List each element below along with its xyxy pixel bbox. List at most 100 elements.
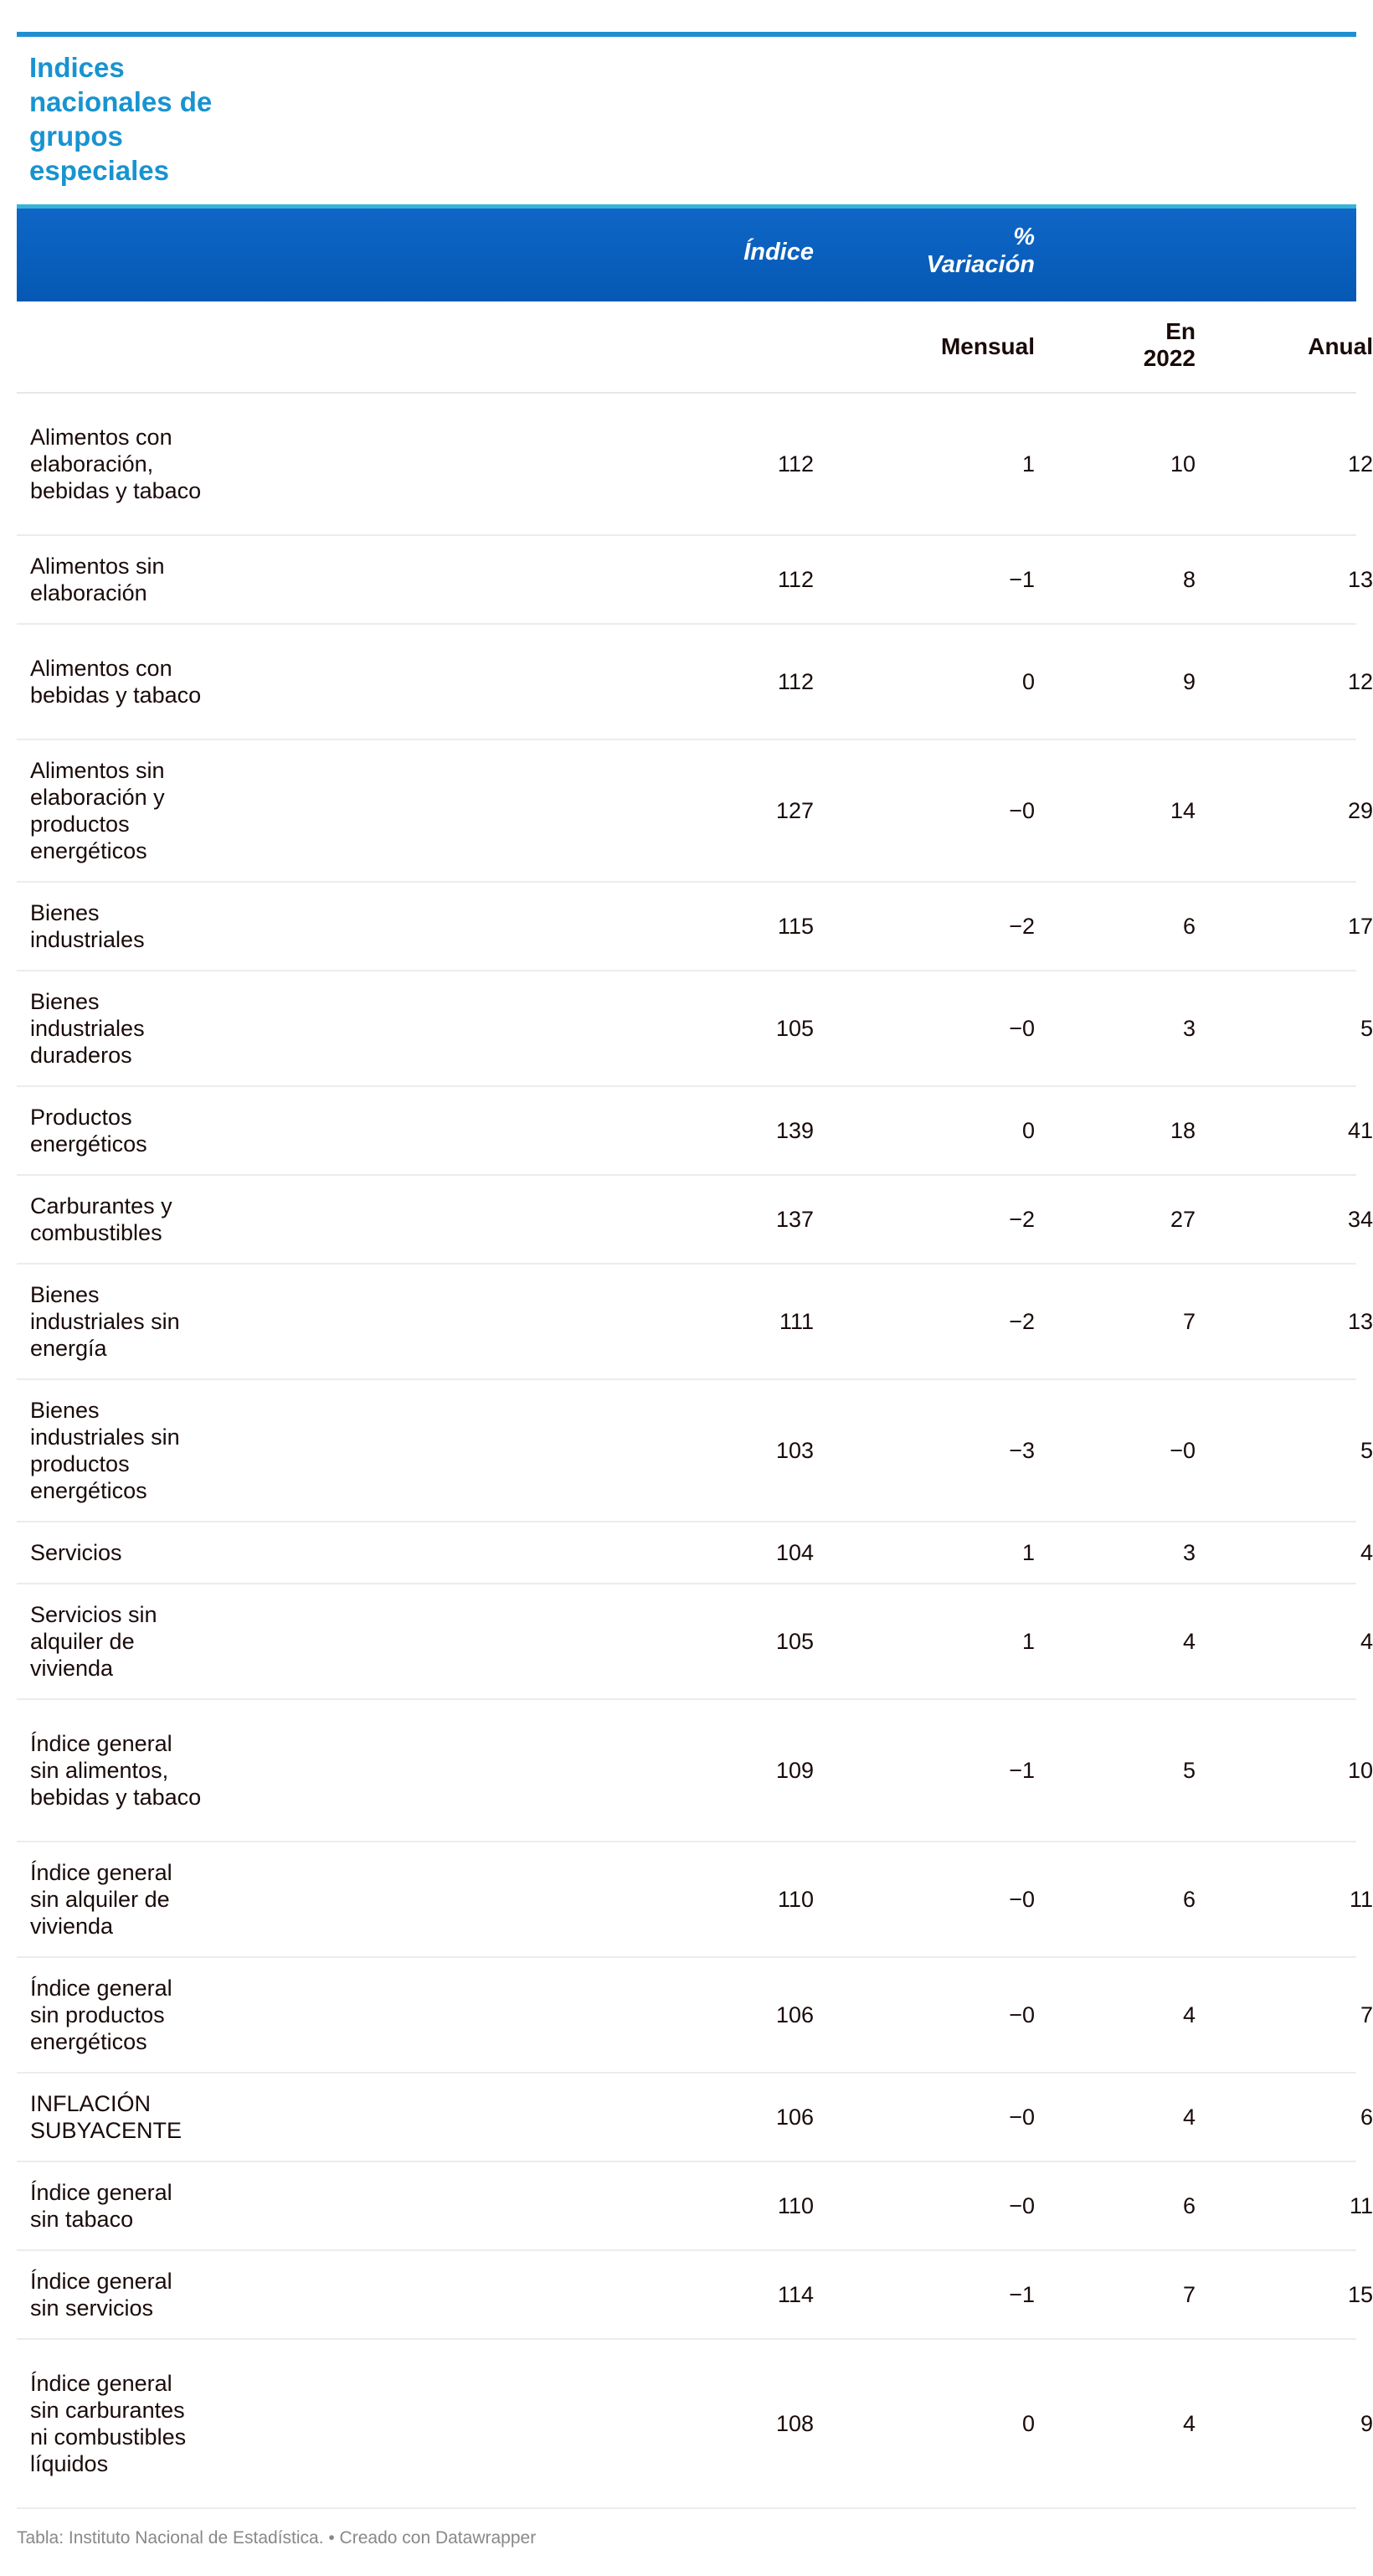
cell-en2022: 18 — [1170, 1118, 1196, 1143]
row-label: Índice general sin tabaco — [30, 2180, 172, 2232]
row-label: Alimentos sin elaboración y productos en… — [30, 758, 165, 863]
row-label: Bienes industriales sin energía — [30, 1282, 180, 1361]
cell-mensual: −0 — [1009, 2105, 1035, 2130]
cell-anual: 13 — [1347, 1309, 1373, 1334]
cell-indice: 137 — [775, 1207, 814, 1232]
cell-en2022: 10 — [1170, 451, 1196, 477]
cell-anual: 12 — [1347, 669, 1373, 694]
source-footer: Tabla: Instituto Nacional de Estadística… — [17, 2528, 537, 2548]
cell-mensual: 1 — [1021, 1540, 1035, 1565]
cell-anual: 7 — [1360, 2002, 1373, 2027]
cell-indice: 115 — [777, 914, 814, 939]
row-label: Índice general sin productos energéticos — [30, 1976, 172, 2054]
cell-anual: 9 — [1360, 2411, 1373, 2436]
cell-mensual: 0 — [1021, 669, 1035, 694]
header-anual: Anual — [1308, 333, 1373, 359]
cell-en2022: 14 — [1170, 798, 1196, 823]
cell-en2022: 9 — [1182, 669, 1196, 694]
table-row: Índice general sin alimentos, bebidas y … — [17, 1700, 1373, 1842]
table-row: Alimentos sin elaboración y productos en… — [17, 740, 1373, 883]
row-label: Índice general sin alimentos, bebidas y … — [30, 1731, 202, 1810]
cell-indice: 105 — [775, 1016, 814, 1041]
cell-indice: 104 — [775, 1540, 814, 1565]
cell-en2022: 27 — [1170, 1207, 1196, 1232]
cell-indice: 103 — [775, 1438, 814, 1463]
cell-anual: 15 — [1347, 2282, 1373, 2307]
cell-en2022: 6 — [1182, 1887, 1196, 1912]
cell-indice: 110 — [777, 2193, 814, 2218]
row-label: Alimentos con bebidas y tabaco — [30, 656, 202, 708]
cell-mensual: 0 — [1021, 2411, 1035, 2436]
cell-en2022: 7 — [1182, 1309, 1196, 1334]
cell-anual: 41 — [1347, 1118, 1373, 1143]
cell-indice: 105 — [775, 1629, 814, 1654]
cell-en2022: 3 — [1182, 1016, 1196, 1041]
cell-mensual: −0 — [1009, 2193, 1035, 2218]
cell-anual: 5 — [1360, 1016, 1373, 1041]
cell-en2022: 6 — [1182, 914, 1196, 939]
cell-indice: 112 — [777, 669, 814, 694]
cell-anual: 10 — [1347, 1758, 1373, 1783]
cell-indice: 114 — [777, 2282, 814, 2307]
cell-anual: 11 — [1349, 1887, 1373, 1912]
cell-mensual: −2 — [1009, 914, 1035, 939]
cell-mensual: −0 — [1009, 798, 1035, 823]
cell-en2022: −0 — [1170, 1438, 1196, 1463]
cell-anual: 4 — [1360, 1629, 1373, 1654]
cell-indice: 112 — [777, 451, 814, 477]
table-row: Bienes industriales sin productos energé… — [17, 1380, 1373, 1522]
row-label: INFLACIÓN SUBYACENTE — [30, 2091, 183, 2143]
cell-mensual: −0 — [1009, 1887, 1035, 1912]
header-variacion: % Variación — [926, 224, 1035, 278]
cell-anual: 12 — [1347, 451, 1373, 477]
row-label: Bienes industriales sin productos energé… — [30, 1398, 180, 1503]
cell-en2022: 5 — [1182, 1758, 1196, 1783]
table-row: Alimentos sin elaboración 112 −1 8 13 — [17, 536, 1373, 625]
cell-indice: 108 — [775, 2411, 814, 2436]
header-indice: Índice — [743, 239, 814, 265]
cell-mensual: 1 — [1021, 451, 1035, 477]
table-row: Bienes industriales sin energía 111 −2 7 13 — [17, 1265, 1373, 1380]
row-label: Índice general sin alquiler de vivienda — [30, 1860, 172, 1939]
row-label: Servicios sin alquiler de vivienda — [30, 1602, 157, 1681]
row-label: Alimentos sin elaboración — [30, 554, 165, 605]
cell-indice: 127 — [775, 798, 814, 823]
cell-mensual: −1 — [1009, 567, 1035, 592]
data-table: Índice % Variación Mensual En 2022 Anual… — [17, 204, 1373, 2509]
table-title: Indices nacionales de grupos especiales — [29, 52, 213, 186]
row-label: Servicios — [30, 1540, 122, 1565]
cell-indice: 112 — [777, 567, 814, 592]
header-row-primary: Índice % Variación — [17, 204, 1356, 301]
table-row: Bienes industriales duraderos 105 −0 3 5 — [17, 971, 1373, 1087]
row-label: Índice general sin servicios — [30, 2269, 172, 2321]
cell-indice: 111 — [779, 1309, 814, 1334]
cell-mensual: 1 — [1021, 1629, 1035, 1654]
table-row: Servicios sin alquiler de vivienda 105 1 4 4 — [17, 1584, 1373, 1700]
table-row: Índice general sin alquiler de vivienda 1… — [17, 1842, 1373, 1958]
cell-anual: 6 — [1360, 2105, 1373, 2130]
cell-mensual: −3 — [1009, 1438, 1035, 1463]
cell-anual: 34 — [1347, 1207, 1373, 1232]
cell-en2022: 6 — [1182, 2193, 1196, 2218]
top-rule — [17, 32, 1356, 37]
cell-mensual: −0 — [1009, 2002, 1035, 2027]
cell-anual: 5 — [1360, 1438, 1373, 1463]
table-row: Servicios 104 1 3 4 — [17, 1522, 1373, 1584]
cell-en2022: 8 — [1182, 567, 1196, 592]
cell-mensual: −2 — [1009, 1207, 1035, 1232]
cell-indice: 109 — [775, 1758, 814, 1783]
cell-en2022: 7 — [1182, 2282, 1196, 2307]
cell-en2022: 4 — [1182, 1629, 1196, 1654]
table-row: INFLACIÓN SUBYACENTE 106 −0 4 6 — [17, 2074, 1373, 2162]
cell-anual: 13 — [1347, 567, 1373, 592]
cell-en2022: 4 — [1182, 2105, 1196, 2130]
row-label: Productos energéticos — [30, 1105, 147, 1157]
cell-mensual: 0 — [1021, 1118, 1035, 1143]
cell-mensual: −1 — [1009, 1758, 1035, 1783]
table-row: Índice general sin tabaco 110 −0 6 11 — [17, 2162, 1373, 2251]
cell-anual: 17 — [1347, 914, 1373, 939]
cell-en2022: 3 — [1182, 1540, 1196, 1565]
cell-anual: 29 — [1347, 798, 1373, 823]
cell-anual: 4 — [1360, 1540, 1373, 1565]
cell-en2022: 4 — [1182, 2002, 1196, 2027]
